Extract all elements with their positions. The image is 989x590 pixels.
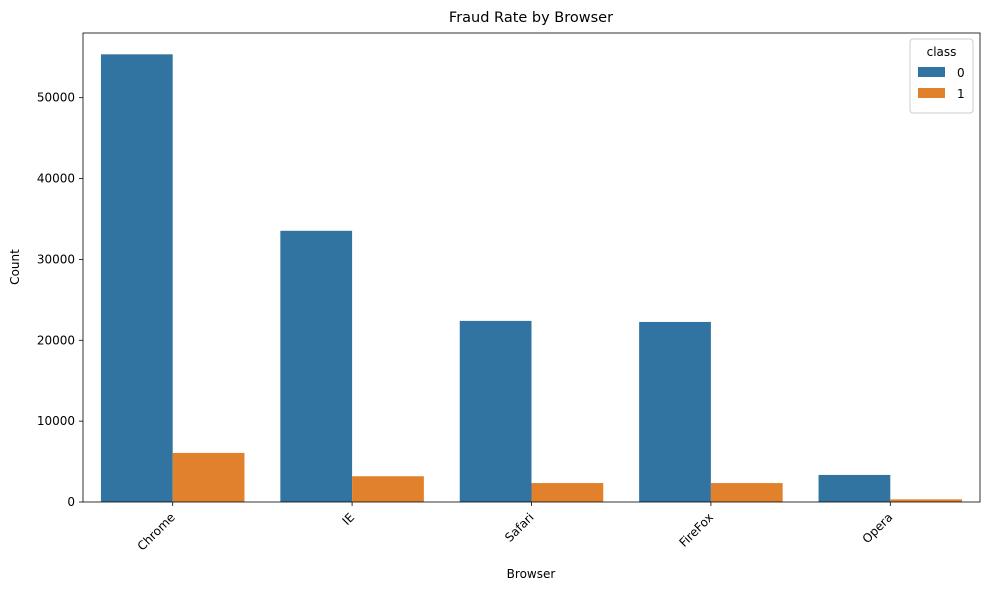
y-tick-label: 30000 [37,252,75,266]
bars-group [100,54,963,502]
bar-safari-class-0 [459,320,532,502]
x-axis: Chrome IE Safari FireFox Opera [135,502,896,553]
x-tick-label-chrome: Chrome [135,510,178,553]
legend-swatch-class-0 [918,67,945,77]
bar-safari-class-1 [531,483,604,502]
x-tick-label-firefox: FireFox [676,510,716,550]
legend-label-class-1: 1 [957,87,965,101]
y-tick-label: 50000 [37,91,75,105]
bar-opera-class-1 [890,499,963,502]
legend-label-class-0: 0 [957,66,965,80]
y-tick-label: 40000 [37,172,75,186]
y-axis: 0 10000 20000 30000 40000 50000 [37,91,83,509]
y-axis-label: Count [8,249,22,285]
bar-firefox-class-0 [639,321,711,502]
x-tick-label-opera: Opera [860,510,896,546]
chart-title: Fraud Rate by Browser [449,10,613,26]
x-tick-label-safari: Safari [502,510,537,545]
y-tick-label: 0 [67,495,75,509]
bar-ie-class-1 [352,476,424,502]
y-tick-label: 20000 [37,333,75,347]
x-tick-label-ie: IE [339,510,357,528]
y-tick-label: 10000 [37,414,75,428]
bar-chrome-class-0 [100,54,173,502]
plot-frame [82,32,981,503]
legend-swatch-class-1 [918,88,945,98]
bar-firefox-class-1 [710,483,783,502]
legend-title: class [927,45,957,59]
bar-opera-class-0 [818,474,891,502]
bar-chrome-class-1 [172,452,245,502]
bar-ie-class-0 [280,230,353,502]
x-axis-label: Browser [507,567,556,581]
